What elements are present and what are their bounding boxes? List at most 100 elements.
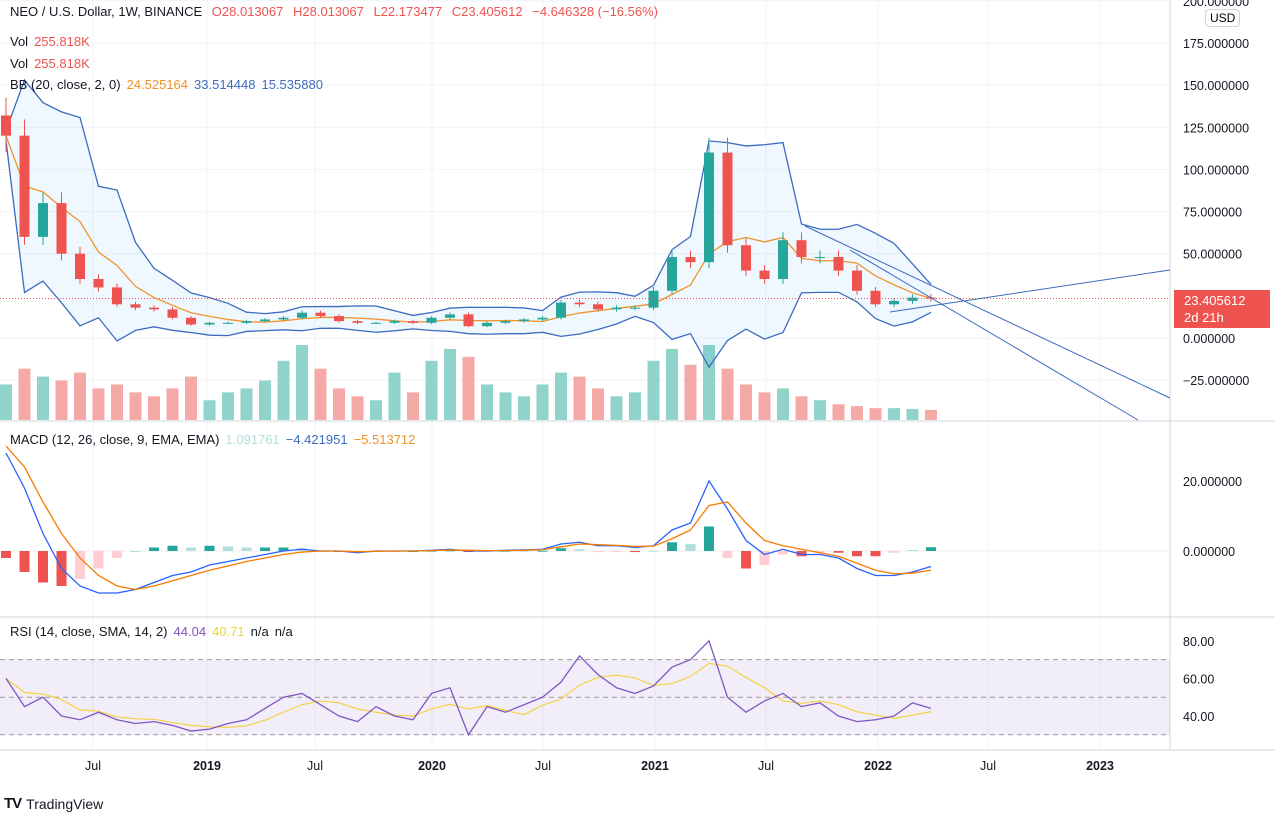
volume-bar bbox=[74, 372, 86, 420]
candle-body bbox=[130, 304, 141, 308]
macd-legend: MACD (12, 26, close, 9, EMA, EMA) 1.09176… bbox=[10, 432, 416, 447]
candle-body bbox=[426, 317, 437, 323]
price-tick: 200.000000 bbox=[1183, 0, 1249, 9]
macd-histogram-bar bbox=[704, 526, 714, 551]
candle-body bbox=[38, 203, 48, 237]
volume-bar bbox=[129, 392, 142, 420]
last-price-label: 23.405612 2d 21h bbox=[1174, 290, 1270, 328]
macd-histogram-bar bbox=[870, 551, 881, 557]
volume-bar bbox=[906, 408, 919, 420]
macd-histogram-bar bbox=[833, 551, 844, 553]
currency-button[interactable]: USD bbox=[1205, 9, 1241, 27]
volume-bar bbox=[203, 400, 216, 420]
macd-histogram-bar bbox=[667, 542, 677, 551]
tradingview-logo[interactable]: TV TradingView bbox=[4, 795, 104, 812]
time-tick: 2023 bbox=[1086, 759, 1114, 773]
volume-bar bbox=[740, 384, 752, 420]
volume-bar bbox=[610, 396, 623, 420]
candle-body bbox=[167, 309, 178, 318]
candle-body bbox=[815, 257, 825, 259]
candle-body bbox=[204, 322, 215, 325]
bb-fill bbox=[6, 80, 931, 368]
macd-histogram-bar bbox=[112, 551, 122, 558]
candle-body bbox=[667, 257, 677, 291]
time-tick: 2022 bbox=[864, 759, 892, 773]
candle-body bbox=[796, 240, 807, 258]
candle-body bbox=[537, 317, 548, 320]
macd-histogram-bar bbox=[926, 547, 936, 551]
candle-body bbox=[611, 307, 622, 310]
macd-histogram-bar bbox=[149, 547, 159, 551]
candle-body bbox=[759, 270, 770, 279]
volume-bar bbox=[481, 384, 493, 420]
trend-line bbox=[849, 249, 1139, 421]
time-tick: 2021 bbox=[641, 759, 669, 773]
candle-body bbox=[389, 321, 400, 323]
candle-body bbox=[648, 290, 659, 308]
macd-histogram-bar bbox=[630, 551, 640, 553]
volume-bar bbox=[925, 409, 937, 420]
volume-bar bbox=[536, 384, 549, 420]
trend-line bbox=[804, 225, 1171, 399]
candle-body bbox=[556, 302, 566, 318]
rsi-line bbox=[5, 639, 932, 737]
volume-legend-2: Vol 255.818K bbox=[10, 56, 90, 71]
volume-bar bbox=[869, 408, 882, 420]
candle-body bbox=[833, 257, 844, 271]
candle-body bbox=[19, 135, 30, 237]
macd-histogram-bar bbox=[593, 551, 603, 553]
time-tick: Jul bbox=[758, 759, 774, 773]
volume-bar bbox=[647, 360, 660, 420]
candle-body bbox=[241, 321, 252, 323]
candle-body bbox=[352, 321, 363, 323]
candle-body bbox=[278, 317, 289, 320]
volume-bar bbox=[388, 372, 401, 420]
candle-body bbox=[574, 302, 585, 305]
ohlc-change: −4.646328 (−16.56%) bbox=[532, 4, 659, 19]
macd-tick: 0.000000 bbox=[1183, 545, 1235, 559]
rsi-tick: 40.00 bbox=[1183, 710, 1214, 724]
volume-bar bbox=[758, 392, 771, 420]
price-tick: 150.000000 bbox=[1183, 79, 1249, 93]
volume-bar bbox=[351, 396, 364, 420]
volume-bar bbox=[499, 392, 512, 420]
macd-histogram-bar bbox=[260, 547, 270, 551]
volume-bar bbox=[462, 356, 475, 420]
macd-histogram-bar bbox=[556, 548, 566, 551]
volume-bar bbox=[444, 348, 456, 420]
macd-histogram-bar bbox=[574, 549, 585, 551]
bb-lower-line bbox=[5, 140, 932, 369]
macd-histogram-bar bbox=[278, 547, 289, 551]
macd-histogram-bar bbox=[907, 549, 918, 551]
tv-logo-icon: TV bbox=[4, 795, 22, 812]
volume-legend: Vol 255.818K bbox=[10, 34, 90, 49]
ohlc-high: H28.013067 bbox=[292, 4, 364, 19]
candle-body bbox=[56, 203, 67, 254]
volume-bar bbox=[333, 388, 345, 420]
rsi-tick: 60.00 bbox=[1183, 672, 1214, 686]
macd-histogram-bar bbox=[38, 551, 48, 583]
volume-bar bbox=[18, 368, 31, 420]
volume-bar bbox=[518, 396, 530, 420]
price-tick: 175.000000 bbox=[1183, 37, 1249, 51]
candle-body bbox=[907, 297, 918, 301]
candle-body bbox=[260, 319, 270, 322]
candle-body bbox=[93, 278, 104, 288]
candle-body bbox=[445, 314, 455, 318]
candle-body bbox=[722, 152, 733, 246]
candle-body bbox=[186, 317, 196, 325]
volume-bar bbox=[851, 406, 863, 420]
price-tick: 0.000000 bbox=[1183, 332, 1235, 346]
time-tick: Jul bbox=[85, 759, 101, 773]
macd-histogram-bar bbox=[1, 551, 11, 558]
volume-bar bbox=[795, 396, 808, 420]
macd-histogram-bar bbox=[852, 551, 862, 557]
volume-bar bbox=[832, 404, 845, 420]
candle-body bbox=[297, 312, 307, 318]
macd-histogram-bar bbox=[741, 551, 751, 569]
volume-bar bbox=[592, 388, 604, 420]
candle-body bbox=[500, 321, 511, 323]
ohlc-close: C23.405612 bbox=[451, 4, 523, 19]
macd-histogram-bar bbox=[519, 550, 529, 552]
